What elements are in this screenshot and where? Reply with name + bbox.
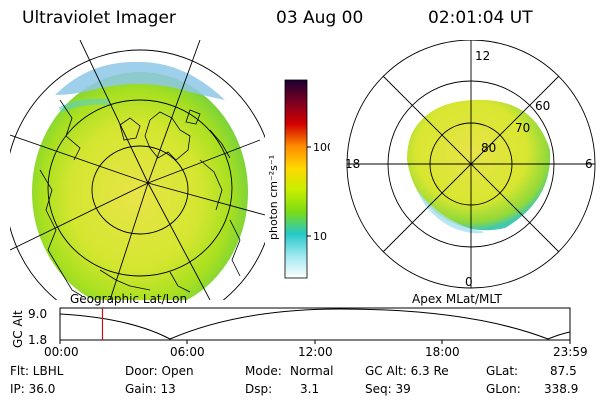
- timeline-ymin: 1.8: [28, 333, 47, 347]
- left-panel-caption: Geographic Lat/Lon: [70, 292, 188, 306]
- lat-lon-grid: [10, 40, 265, 300]
- info-glon-value: 338.9: [544, 382, 579, 396]
- mlat-label-80: 80: [481, 141, 496, 155]
- polar-mlat-mlt-plot: 12 18 6 0 60 70 80: [345, 40, 596, 289]
- xtick-1800: 18:00: [425, 345, 460, 359]
- info-door: Door: Open: [125, 364, 194, 378]
- timeline-frame: [59, 307, 571, 341]
- info-glon-label: GLon:: [486, 382, 521, 396]
- timeline-ymax: 9.0: [28, 307, 47, 321]
- date-label: 03 Aug 00: [276, 8, 364, 28]
- xtick-2359: 23:59: [553, 345, 588, 359]
- info-dsp-value: 3.1: [300, 382, 320, 396]
- info-glat-label: GLat:: [486, 364, 519, 378]
- info-gain: Gain: 13: [125, 382, 176, 396]
- colorbar: 100 10 photon cm⁻²s⁻¹: [267, 79, 330, 279]
- mlt-label-6: 6: [585, 157, 593, 171]
- mlt-label-18: 18: [345, 157, 360, 171]
- colorbar-label: photon cm⁻²s⁻¹: [267, 155, 280, 240]
- mlat-label-60: 60: [535, 99, 550, 113]
- info-dsp-label: Dsp:: [245, 382, 273, 396]
- colorbar-tick-100: 100: [313, 141, 330, 154]
- mlt-label-0: 0: [465, 275, 473, 289]
- geographic-image: [10, 40, 265, 300]
- right-panel-caption: Apex MLat/MLT: [412, 292, 502, 306]
- polar-grid: [346, 40, 596, 289]
- info-flt: Flt: LBHL: [10, 364, 64, 378]
- mlt-label-12: 12: [475, 49, 490, 63]
- altitude-curve: [59, 308, 571, 340]
- xtick-1200: 12:00: [298, 345, 333, 359]
- aurora-emission-region: [32, 72, 248, 300]
- info-glat-value: 87.5: [550, 364, 577, 378]
- info-mode-value: Normal: [290, 364, 334, 378]
- info-seq: Seq: 39: [365, 382, 411, 396]
- mlat-label-70: 70: [515, 121, 530, 135]
- app-title: Ultraviolet Imager: [22, 8, 176, 28]
- info-gcalt: GC Alt: 6.3 Re: [365, 364, 449, 378]
- info-ip: IP: 36.0: [10, 382, 56, 396]
- xtick-0000: 00:00: [44, 345, 79, 359]
- colorbar-tick-10: 10: [313, 230, 327, 243]
- aurora-oval: [407, 99, 551, 231]
- timeline-ylabel: GC Alt: [11, 310, 25, 348]
- info-mode-label: Mode:: [245, 364, 282, 378]
- gc-altitude-timeline: GC Alt 9.0 1.8: [11, 307, 571, 348]
- xtick-0600: 06:00: [170, 345, 205, 359]
- colorbar-strip: [284, 79, 308, 279]
- time-label: 02:01:04 UT: [428, 8, 533, 28]
